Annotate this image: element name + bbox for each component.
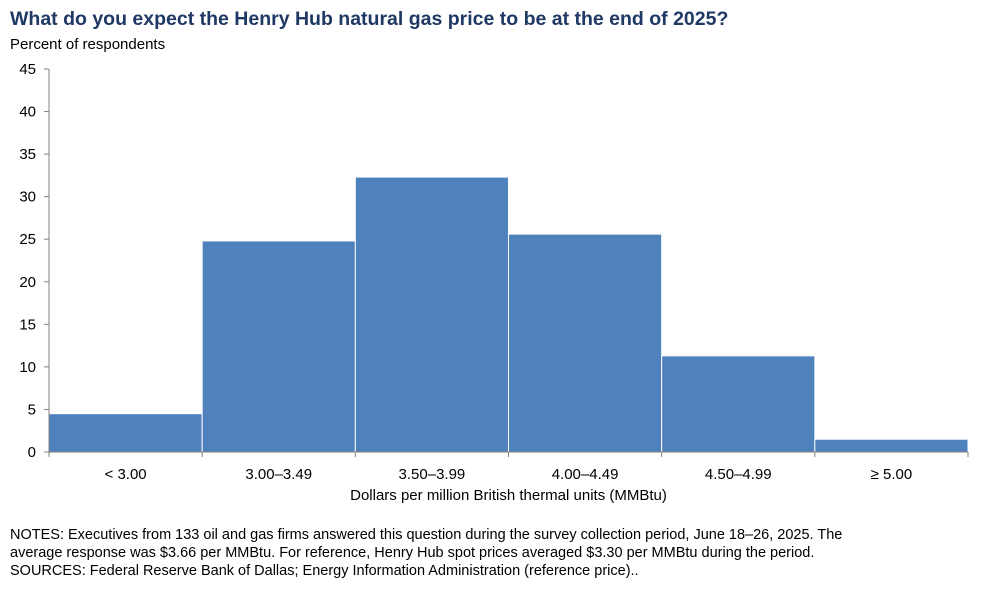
x-tick-label: ≥ 5.00 <box>871 466 913 483</box>
bar <box>48 413 203 453</box>
bar <box>201 240 356 453</box>
sources-line: SOURCES: Federal Reserve Bank of Dallas;… <box>10 563 639 579</box>
bar <box>814 438 969 453</box>
x-tick-label: < 3.00 <box>105 466 147 483</box>
x-tick-label: 3.50–3.99 <box>399 466 466 483</box>
x-tick-label: 3.00–3.49 <box>245 466 312 483</box>
x-tick-label: 4.00–4.49 <box>552 466 619 483</box>
y-tick-label: 35 <box>19 146 36 163</box>
x-tick-label: 4.50–4.99 <box>705 466 772 483</box>
bar <box>508 233 663 453</box>
y-tick-label: 15 <box>19 316 36 333</box>
y-tick-label: 0 <box>28 444 36 461</box>
bar <box>354 176 510 453</box>
y-tick-label: 30 <box>19 189 36 206</box>
notes-line-1: NOTES: Executives from 133 oil and gas f… <box>10 527 843 543</box>
x-axis-label: Dollars per million British thermal unit… <box>350 487 667 504</box>
y-tick-label: 45 <box>19 61 36 78</box>
y-tick-label: 20 <box>19 274 36 291</box>
y-axis-label: Percent of respondents <box>10 36 166 53</box>
y-tick-label: 40 <box>19 104 36 121</box>
y-tick-label: 25 <box>19 231 36 248</box>
chart-title: What do you expect the Henry Hub natural… <box>10 8 729 30</box>
bar <box>661 355 816 453</box>
y-tick-label: 10 <box>19 359 36 376</box>
notes-line-2: average response was $3.66 per MMBtu. Fo… <box>10 545 815 561</box>
notes-section: NOTES: Executives from 133 oil and gas f… <box>10 526 842 580</box>
y-tick-label: 5 <box>28 401 36 418</box>
